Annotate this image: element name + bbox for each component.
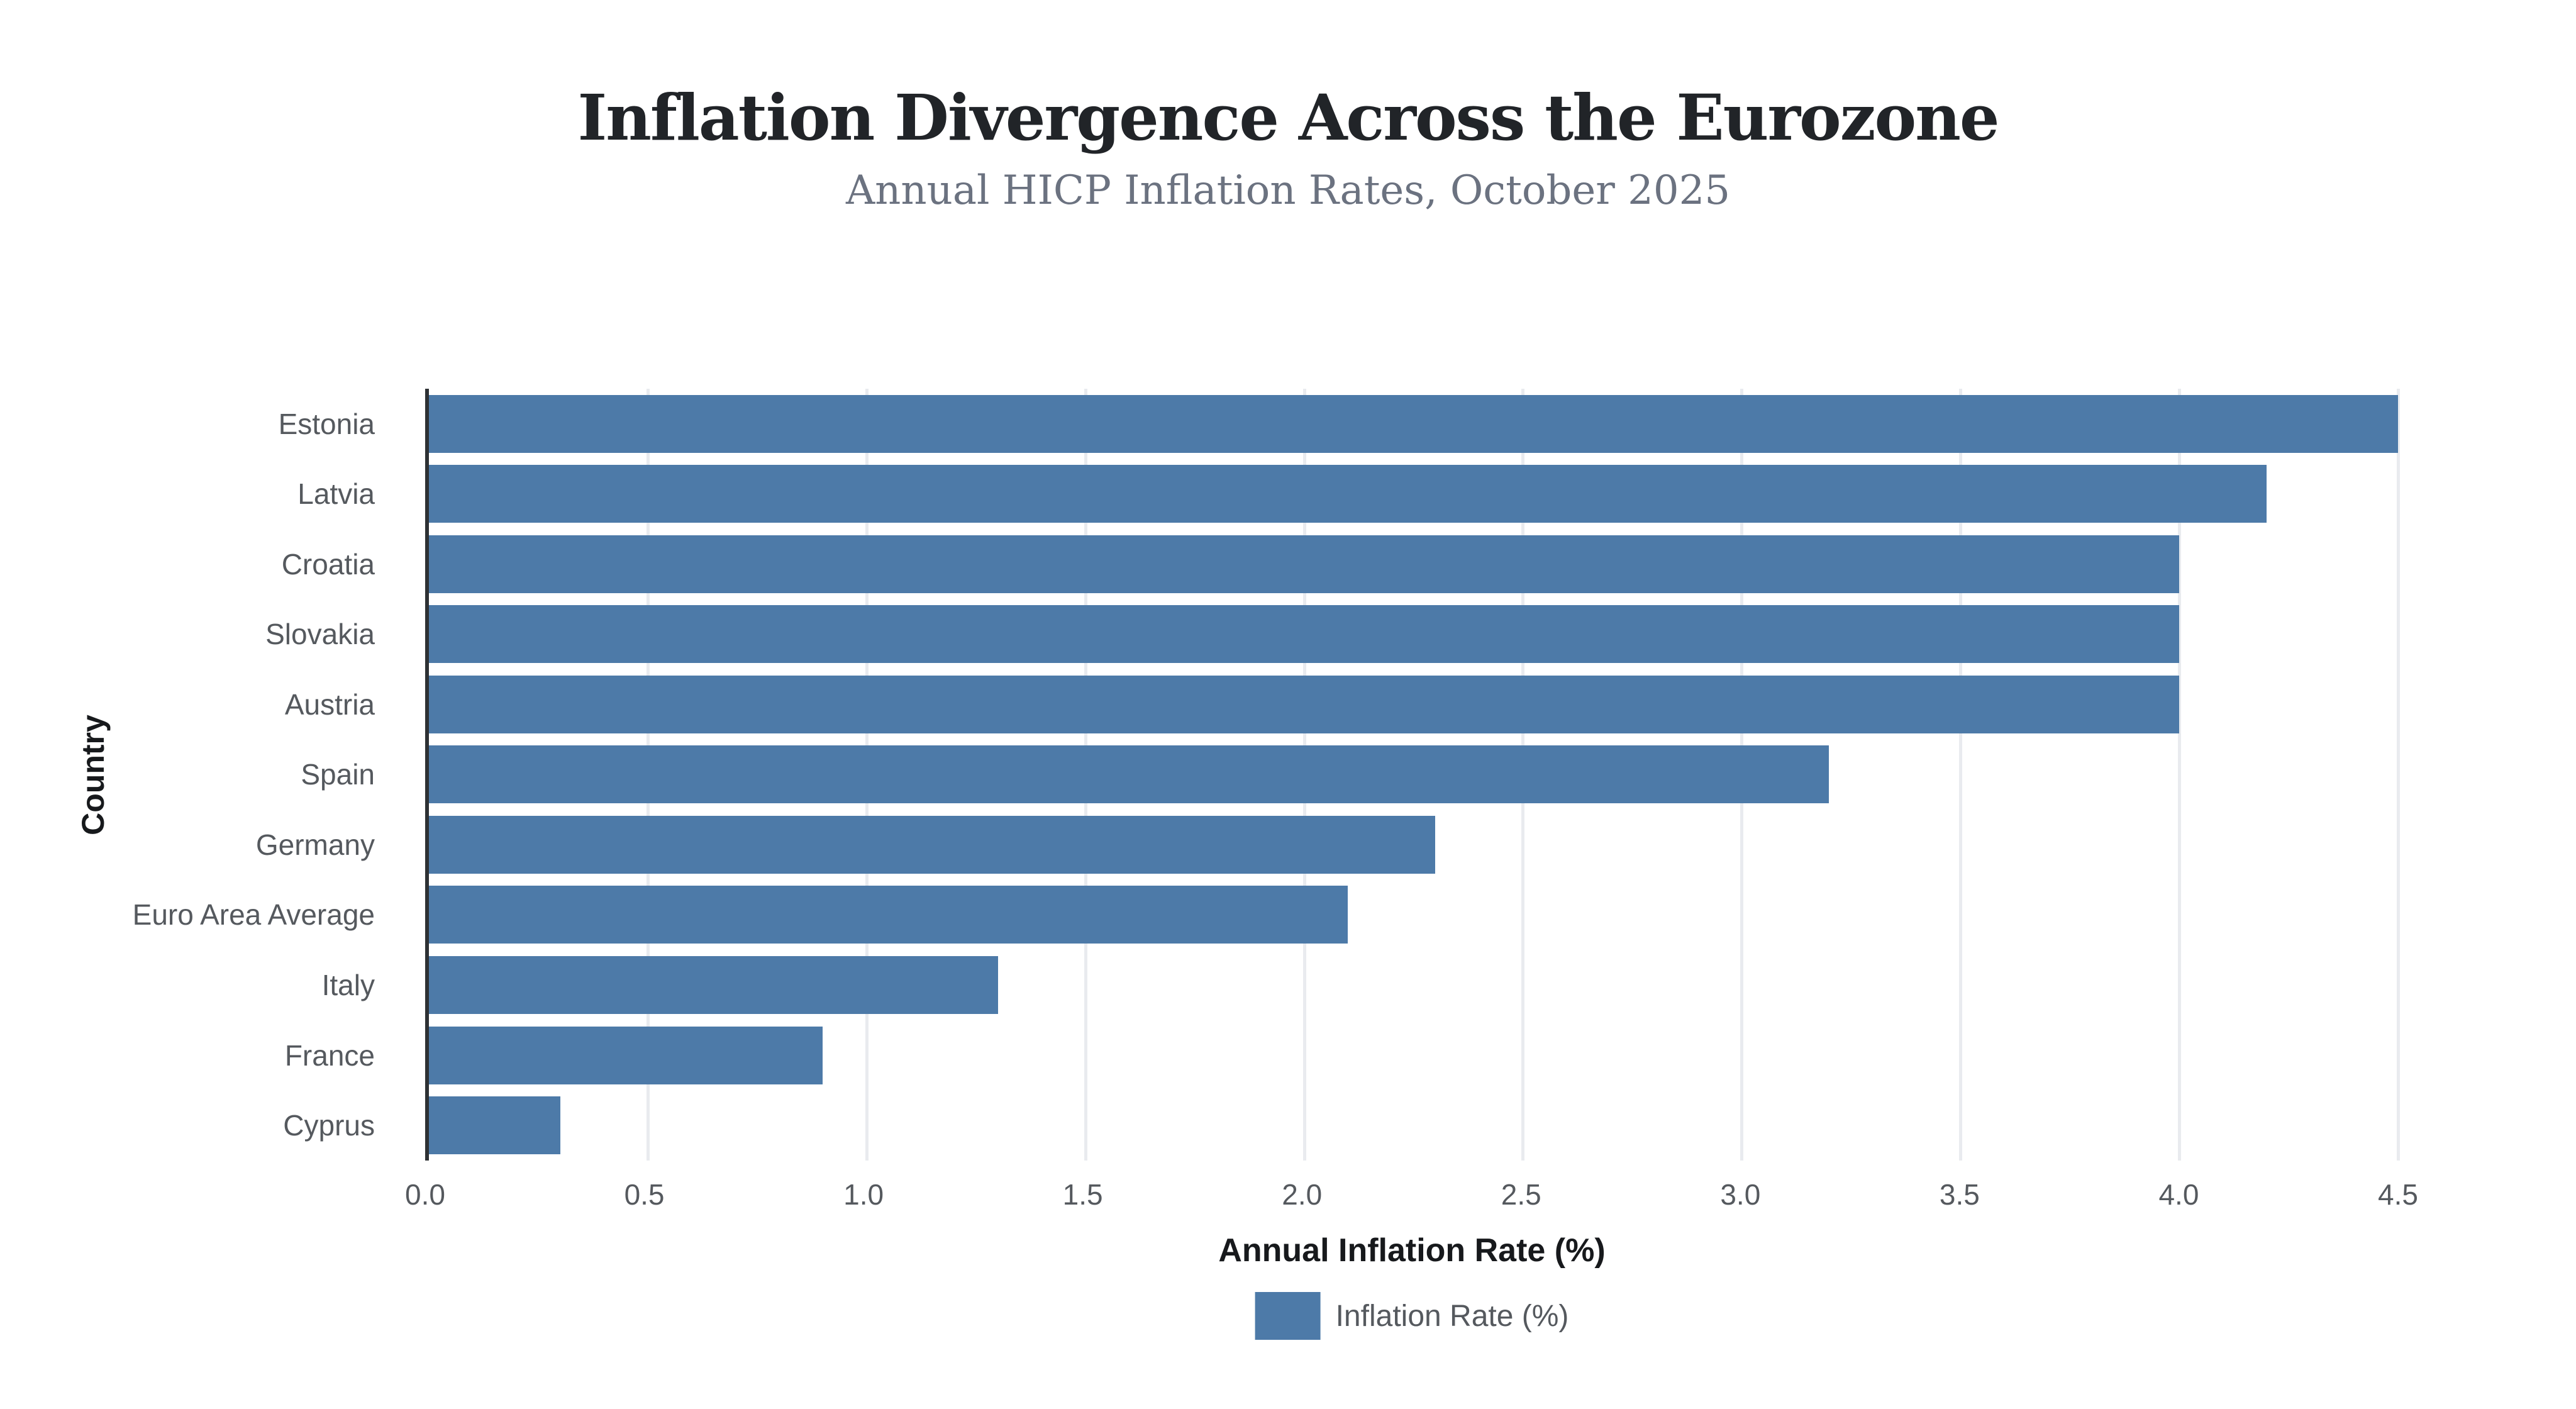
value-axis-tick-labels: 0.0 0.5 1.0 1.5 2.0 2.5 3.0 3.5 4.0 4.5 [405, 1178, 2418, 1218]
category-label: Germany [255, 828, 375, 861]
bar-row [429, 740, 2398, 810]
gridline-4.5 [2397, 389, 2400, 1161]
chart-title: Inflation Divergence Across the Eurozone [577, 81, 1999, 155]
x-tick-label: 0.0 [405, 1178, 445, 1211]
bar-row [429, 880, 2398, 950]
x-tick-label: 4.0 [2158, 1178, 2199, 1211]
bar-germany [429, 815, 1436, 874]
plot-area [425, 389, 2400, 1161]
bar-slovakia [429, 605, 2180, 664]
category-label: Italy [321, 969, 375, 1002]
category-label: Austria [284, 688, 375, 721]
legend-swatch-icon [1255, 1292, 1321, 1340]
category-label: Spain [301, 758, 375, 791]
x-axis-title: Annual Inflation Rate (%) [1218, 1232, 1606, 1269]
bar-row [429, 950, 2398, 1020]
x-tick-label: 2.0 [1282, 1178, 1323, 1211]
legend: Inflation Rate (%) [1255, 1292, 1569, 1340]
bar-row [429, 389, 2398, 459]
bar-euro-area-average [429, 886, 1348, 944]
gridline-4.0 [2178, 389, 2182, 1161]
bar-austria [429, 675, 2180, 733]
bar-croatia [429, 535, 2180, 593]
category-label: Euro Area Average [132, 898, 375, 932]
category-label: Latvia [297, 477, 375, 511]
category-label: France [284, 1039, 375, 1072]
chart-subtitle: Annual HICP Inflation Rates, October 202… [845, 167, 1731, 214]
bar-italy [429, 956, 998, 1015]
bar-row [429, 529, 2398, 599]
bar-france [429, 1026, 823, 1084]
x-tick-label: 1.5 [1062, 1178, 1103, 1211]
bar-row [429, 810, 2398, 880]
x-tick-label: 4.5 [2378, 1178, 2418, 1211]
bar-spain [429, 745, 1829, 804]
x-tick-label: 1.0 [843, 1178, 884, 1211]
gridline-3.5 [1959, 389, 1963, 1161]
bar-row [429, 459, 2398, 530]
x-tick-label: 3.5 [1939, 1178, 1980, 1211]
bar-row [429, 669, 2398, 740]
category-label: Estonia [278, 407, 375, 440]
bar-row [429, 1020, 2398, 1091]
category-label: Croatia [281, 547, 375, 581]
x-tick-label: 0.5 [624, 1178, 665, 1211]
legend-label: Inflation Rate (%) [1335, 1299, 1569, 1333]
category-label: Slovakia [265, 618, 375, 651]
category-axis-labels: Estonia Latvia Croatia Slovakia Austria Spain… [0, 389, 399, 1161]
category-label: Cyprus [283, 1109, 375, 1142]
bar-estonia [429, 394, 2398, 453]
bar-latvia [429, 465, 2267, 523]
bar-cyprus [429, 1096, 560, 1155]
x-tick-label: 3.0 [1720, 1178, 1761, 1211]
bar-row [429, 1090, 2398, 1161]
bar-row [429, 599, 2398, 670]
x-tick-label: 2.5 [1501, 1178, 1541, 1211]
